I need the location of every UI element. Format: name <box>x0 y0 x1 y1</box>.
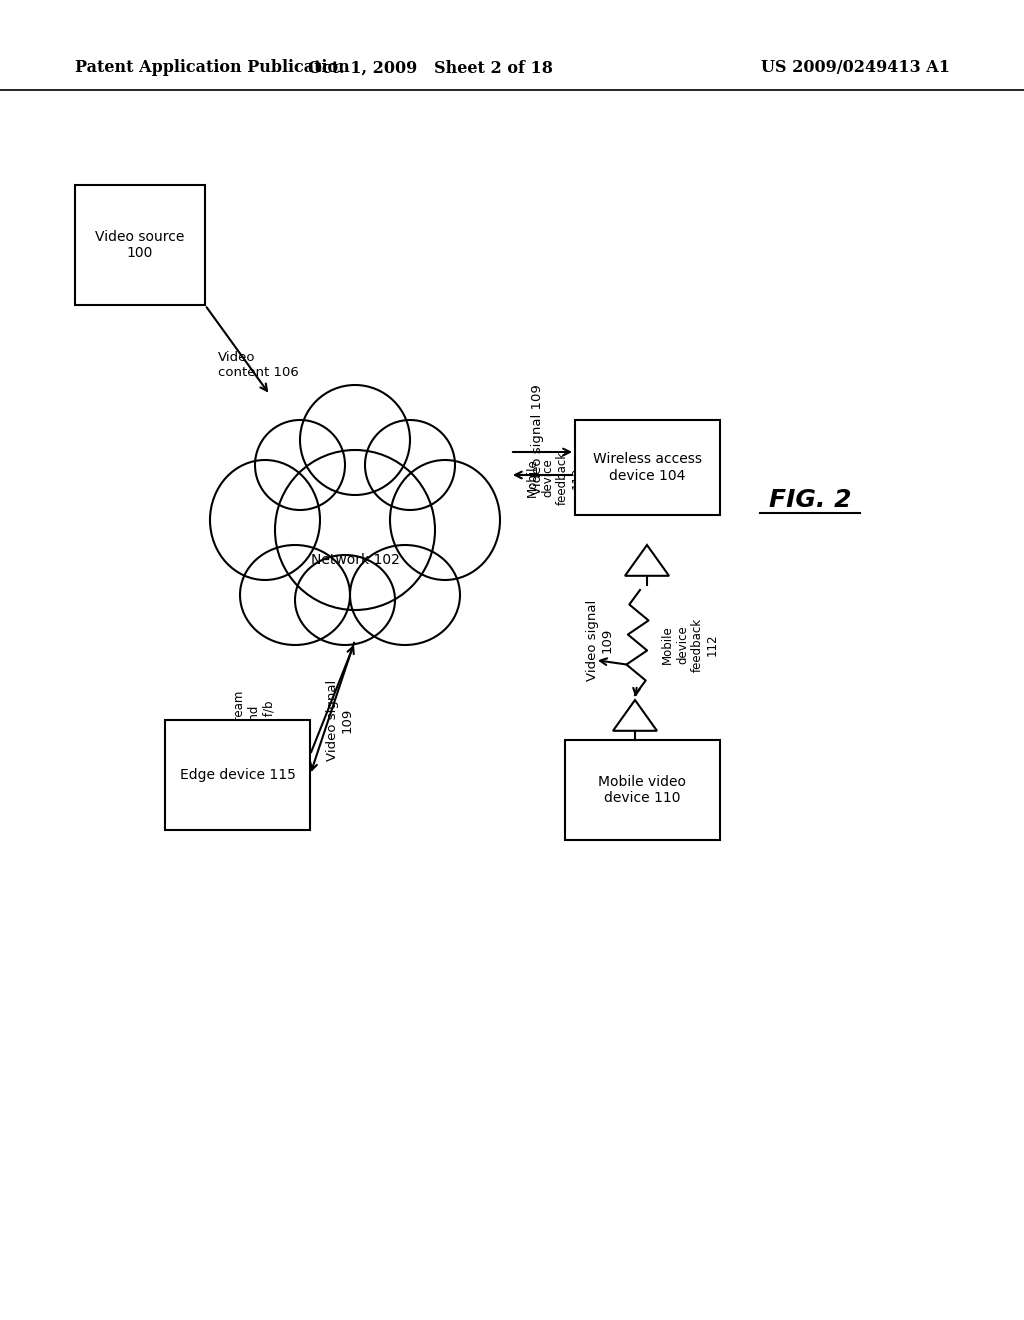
Ellipse shape <box>365 420 455 510</box>
Ellipse shape <box>390 459 500 579</box>
Text: Patent Application Publication: Patent Application Publication <box>75 59 350 77</box>
Bar <box>75 185 205 305</box>
Text: Video signal 109: Video signal 109 <box>531 384 545 495</box>
Text: Mobile
device
feedback
112: Mobile device feedback 112 <box>526 451 584 506</box>
Ellipse shape <box>295 554 395 645</box>
Ellipse shape <box>350 545 460 645</box>
Ellipse shape <box>255 420 345 510</box>
Text: Network 102: Network 102 <box>310 553 399 568</box>
Ellipse shape <box>210 459 319 579</box>
Text: US 2009/0249413 A1: US 2009/0249413 A1 <box>761 59 950 77</box>
Text: Video signal
109: Video signal 109 <box>326 680 354 760</box>
Ellipse shape <box>300 385 410 495</box>
Text: Wireless access
device 104: Wireless access device 104 <box>593 453 702 483</box>
Ellipse shape <box>240 545 350 645</box>
Text: Edge device 115: Edge device 115 <box>179 768 296 781</box>
Text: Video signal
109: Video signal 109 <box>586 599 614 681</box>
Text: Video source
100: Video source 100 <box>95 230 184 260</box>
Text: FIG. 2: FIG. 2 <box>769 488 851 512</box>
Bar <box>165 719 310 830</box>
Text: Oct. 1, 2009   Sheet 2 of 18: Oct. 1, 2009 Sheet 2 of 18 <box>307 59 553 77</box>
Text: Video
content 106: Video content 106 <box>218 351 299 379</box>
Text: Mobile video
device 110: Mobile video device 110 <box>598 775 686 805</box>
Bar <box>565 741 720 840</box>
Ellipse shape <box>275 450 435 610</box>
Text: Video stream
107 and
mobile f/b
112: Video stream 107 and mobile f/b 112 <box>233 690 291 770</box>
Bar <box>575 420 720 515</box>
Text: Mobile
device
feedback
112: Mobile device feedback 112 <box>662 618 719 672</box>
